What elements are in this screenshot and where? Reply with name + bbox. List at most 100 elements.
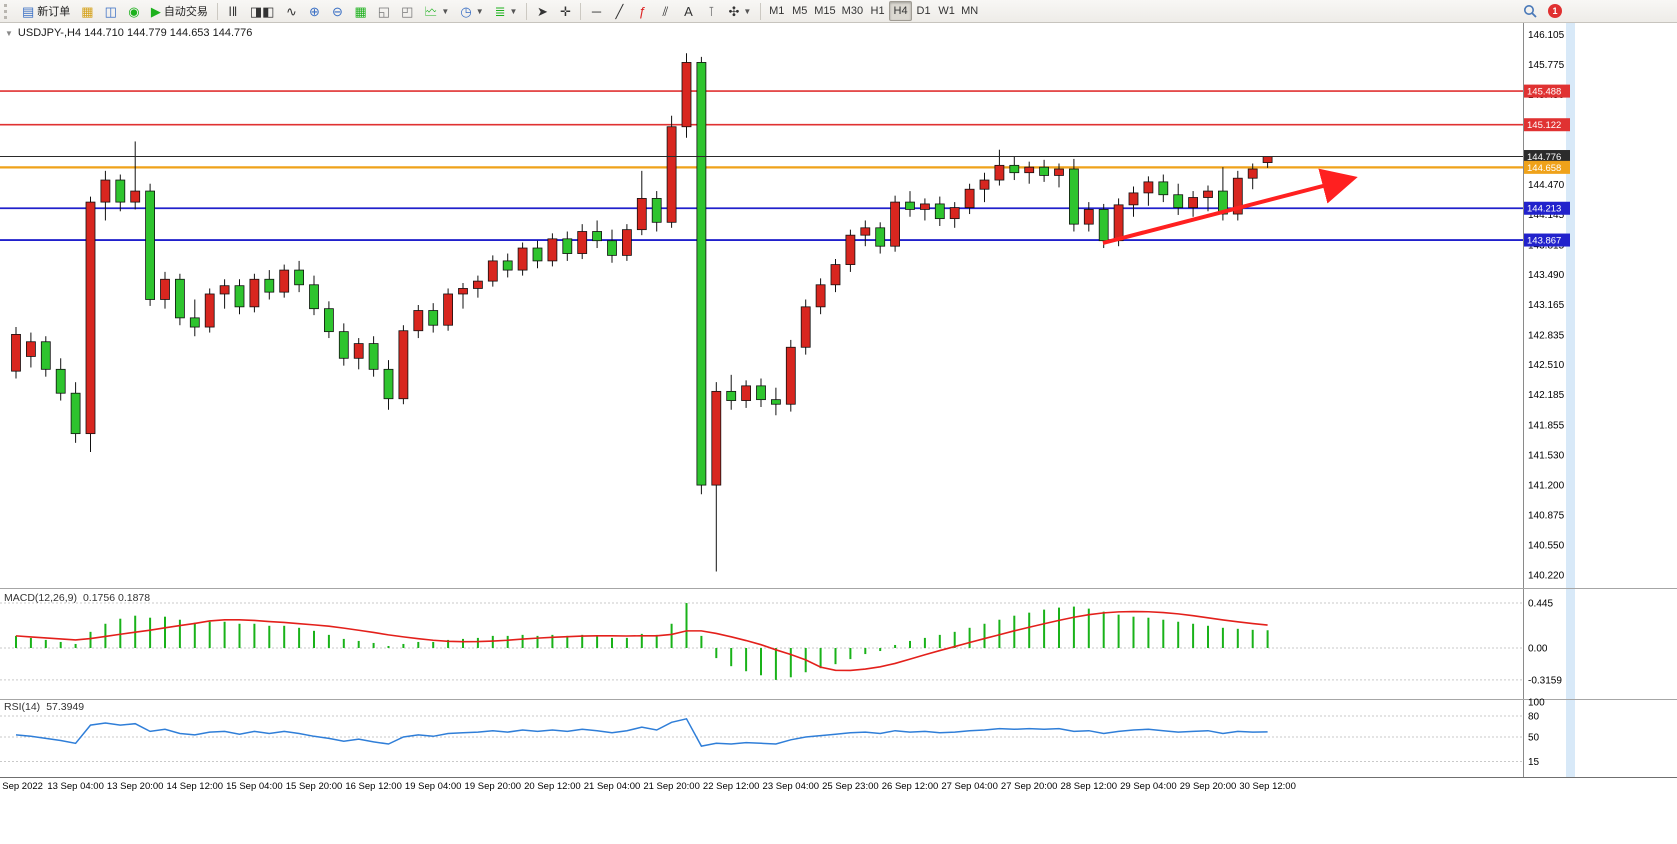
- svg-text:50: 50: [1528, 733, 1540, 744]
- market-watch-button[interactable]: ▦: [76, 1, 98, 21]
- cursor-arrow-icon: ➤: [536, 3, 548, 19]
- candlesticks: [11, 53, 1273, 572]
- cursor-button[interactable]: ➤: [531, 1, 553, 21]
- new-order-icon: ▤: [22, 3, 35, 19]
- svg-text:19 Sep 20:00: 19 Sep 20:00: [465, 781, 522, 792]
- zoom-out-button[interactable]: ⊖: [326, 1, 348, 21]
- arrows-tool-button[interactable]: ✣ ▼: [723, 1, 756, 21]
- svg-text:21 Sep 04:00: 21 Sep 04:00: [584, 781, 641, 792]
- svg-text:143.867: 143.867: [1527, 236, 1561, 247]
- horizontal-line-icon: ─: [591, 3, 602, 19]
- chevron-down-icon: ▼: [441, 6, 450, 16]
- label-tool-button[interactable]: ⊺: [700, 1, 722, 21]
- svg-text:80: 80: [1528, 712, 1540, 723]
- arrange-windows-button[interactable]: ◰: [396, 1, 418, 21]
- svg-text:145.488: 145.488: [1527, 87, 1561, 98]
- timeframe-h1-button[interactable]: H1: [866, 1, 889, 21]
- zoom-in-button[interactable]: ⊕: [303, 1, 325, 21]
- auto-trading-button[interactable]: ▶ 自动交易: [146, 1, 213, 21]
- toolbar-grip[interactable]: [4, 3, 12, 19]
- toolbar: ▤ 新订单 ▦ ◫ ◉ ▶ 自动交易 ǀ‖ ◨◧ ∿ ⊕ ⊖ ▦ ◱ ◰ 🗠 ▼ …: [0, 0, 1677, 23]
- svg-text:25 Sep 23:00: 25 Sep 23:00: [822, 781, 879, 792]
- candlestick-chart-type-button[interactable]: ◨◧: [245, 1, 280, 21]
- svg-text:12 Sep 2022: 12 Sep 2022: [0, 781, 43, 792]
- toolbar-separator: [216, 2, 218, 20]
- profiles-icon: ◷: [460, 3, 472, 19]
- macd-values: 0.1756 0.1878: [82, 592, 151, 604]
- svg-text:145.775: 145.775: [1528, 60, 1565, 71]
- svg-text:100: 100: [1528, 698, 1545, 709]
- svg-text:29 Sep 20:00: 29 Sep 20:00: [1180, 781, 1237, 792]
- svg-text:140.220: 140.220: [1528, 571, 1565, 582]
- svg-text:16 Sep 12:00: 16 Sep 12:00: [345, 781, 402, 792]
- svg-text:29 Sep 04:00: 29 Sep 04:00: [1120, 781, 1177, 792]
- svg-text:30 Sep 12:00: 30 Sep 12:00: [1239, 781, 1296, 792]
- svg-text:-0.3159: -0.3159: [1528, 675, 1562, 686]
- svg-text:13 Sep 20:00: 13 Sep 20:00: [107, 781, 164, 792]
- new-chart-icon: 🗠: [424, 3, 438, 19]
- text-tool-button[interactable]: A: [677, 1, 699, 21]
- bar-chart-icon: ǀ‖: [228, 3, 238, 19]
- timeframe-m5-button[interactable]: M5: [788, 1, 811, 21]
- timeframe-h4-button[interactable]: H4: [889, 1, 913, 21]
- fibonacci-tool-button[interactable]: ƒ: [631, 1, 653, 21]
- auto-trading-label: 自动交易: [163, 6, 208, 18]
- svg-text:142.185: 142.185: [1528, 390, 1565, 401]
- profiles-button[interactable]: ◷ ▼: [455, 1, 488, 21]
- zoom-in-icon: ⊕: [309, 3, 320, 19]
- svg-text:23 Sep 04:00: 23 Sep 04:00: [763, 781, 820, 792]
- navigator-button[interactable]: ◫: [100, 1, 122, 21]
- cascade-windows-button[interactable]: ◱: [373, 1, 395, 21]
- svg-text:141.855: 141.855: [1528, 420, 1565, 431]
- timeframe-w1-button[interactable]: W1: [935, 1, 958, 21]
- bar-chart-type-button[interactable]: ǀ‖: [222, 1, 244, 21]
- svg-text:27 Sep 20:00: 27 Sep 20:00: [1001, 781, 1058, 792]
- tile-windows-button[interactable]: ▦: [349, 1, 371, 21]
- macd-signal-line: [15, 610, 1268, 672]
- rsi-panel: [0, 715, 1523, 762]
- svg-text:14 Sep 12:00: 14 Sep 12:00: [167, 781, 224, 792]
- svg-text:146.105: 146.105: [1528, 30, 1565, 41]
- text-tool-icon: A: [684, 3, 693, 19]
- toolbar-separator: [526, 2, 528, 20]
- timeframe-d1-button[interactable]: D1: [912, 1, 935, 21]
- search-icon[interactable]: [1523, 4, 1538, 19]
- arrows-tool-icon: ✣: [728, 3, 740, 19]
- rsi-line: [15, 717, 1268, 747]
- arrange-windows-icon: ◰: [401, 3, 414, 19]
- candlestick-icon: ◨◧: [249, 3, 275, 19]
- svg-text:19 Sep 04:00: 19 Sep 04:00: [405, 781, 462, 792]
- timeframe-m15-button[interactable]: M15: [811, 1, 838, 21]
- toolbar-separator: [760, 2, 762, 20]
- timeframe-m1-button[interactable]: M1: [765, 1, 788, 21]
- svg-text:142.510: 142.510: [1528, 360, 1565, 371]
- trend-arrow-annotation[interactable]: [1102, 168, 1358, 245]
- trendline-tool-button[interactable]: ╱: [608, 1, 630, 21]
- zoom-out-icon: ⊖: [332, 3, 343, 19]
- macd-name: MACD(12,26,9): [4, 592, 77, 604]
- new-chart-button[interactable]: 🗠 ▼: [419, 1, 454, 21]
- navigator-icon: ◫: [104, 3, 117, 19]
- svg-text:15 Sep 04:00: 15 Sep 04:00: [226, 781, 283, 792]
- horizontal-level-lines[interactable]: [0, 90, 1523, 241]
- svg-text:143.490: 143.490: [1528, 270, 1565, 281]
- svg-text:21 Sep 20:00: 21 Sep 20:00: [643, 781, 700, 792]
- indicators-button[interactable]: ≣ ▼: [490, 1, 523, 21]
- channel-tool-button[interactable]: ⫽: [654, 1, 676, 21]
- notification-badge[interactable]: 1: [1548, 4, 1562, 18]
- chart-background: [0, 22, 1677, 844]
- timeframe-mn-button[interactable]: MN: [958, 1, 981, 21]
- strategy-tester-button[interactable]: ◉: [123, 1, 145, 21]
- right-scrollbar[interactable]: [1566, 22, 1575, 778]
- cascade-windows-icon: ◱: [377, 3, 391, 19]
- line-chart-type-button[interactable]: ∿: [280, 1, 302, 21]
- crosshair-button[interactable]: ✛: [554, 1, 576, 21]
- horizontal-line-tool-button[interactable]: ─: [585, 1, 607, 21]
- new-order-button[interactable]: ▤ 新订单: [17, 1, 75, 21]
- svg-text:143.165: 143.165: [1528, 300, 1565, 311]
- rsi-indicator-label: RSI(14) 57.3949: [4, 701, 84, 713]
- timeframe-m30-button[interactable]: M30: [839, 1, 866, 21]
